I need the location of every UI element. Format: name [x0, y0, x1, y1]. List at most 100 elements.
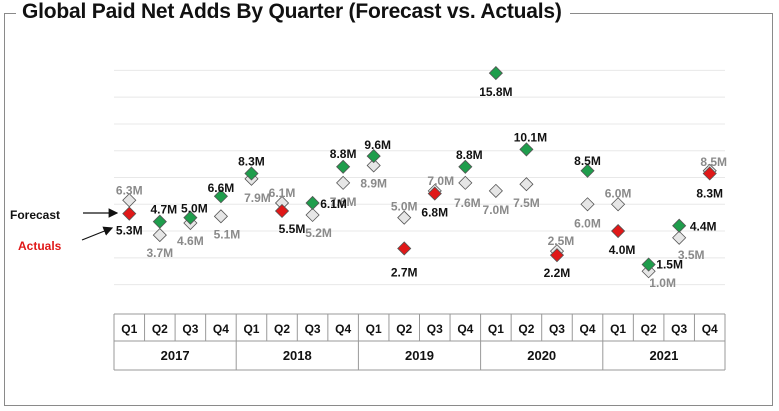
actual-data-label: 8.3M: [696, 186, 723, 200]
forecast-marker: [366, 158, 381, 173]
quarter-tick-label: Q2: [641, 322, 657, 336]
actual-marker: [336, 159, 351, 174]
forecast-data-label: 6.0M: [605, 186, 632, 200]
forecast-marker: [488, 183, 503, 198]
forecast-data-label: 8.5M: [700, 155, 727, 169]
actual-marker: [305, 195, 320, 211]
actual-data-label: 5.3M: [116, 224, 143, 238]
actual-data-label: 5.5M: [279, 222, 306, 236]
actual-data-label: 5.0M: [181, 202, 208, 216]
chart-title: Global Paid Net Adds By Quarter (Forecas…: [16, 0, 570, 24]
forecast-data-label: 7.9M: [244, 191, 271, 205]
quarter-tick-label: Q1: [610, 322, 626, 336]
actual-marker: [672, 218, 687, 233]
actual-data-label: 8.3M: [238, 154, 265, 168]
forecast-marker: [519, 177, 534, 192]
actual-data-label: 6.8M: [421, 206, 448, 220]
quarter-tick-label: Q3: [305, 322, 321, 336]
forecast-marker: [611, 197, 626, 212]
actual-data-label: 4.7M: [150, 203, 177, 217]
forecast-marker: [397, 210, 412, 225]
forecast-marker: [152, 228, 167, 243]
actual-data-label: 15.8M: [479, 85, 512, 99]
actual-marker: [152, 214, 167, 229]
forecast-data-label: 7.6M: [330, 195, 357, 209]
actual-data-label: 2.7M: [391, 265, 418, 279]
actual-marker: [702, 166, 717, 181]
actual-marker: [519, 142, 534, 157]
year-tick-label: 2020: [527, 348, 556, 363]
actual-data-label: 8.8M: [456, 148, 483, 162]
legend-actuals-label: Actuals: [18, 239, 62, 253]
forecast-data-label: 6.1M: [269, 186, 296, 200]
forecast-marker: [580, 197, 595, 212]
forecast-data-label: 7.6M: [454, 196, 481, 210]
actual-data-label: 4.4M: [690, 220, 717, 234]
actual-data-label: 10.1M: [514, 130, 547, 144]
quarter-tick-label: Q1: [366, 322, 382, 336]
quarter-tick-label: Q1: [243, 322, 259, 336]
forecast-data-label: 6.3M: [116, 183, 143, 197]
forecast-data-label: 8.9M: [360, 176, 387, 190]
actual-data-label: 6.6M: [208, 181, 235, 195]
actual-marker: [274, 203, 290, 219]
quarter-tick-label: Q2: [396, 322, 412, 336]
quarter-tick-label: Q1: [121, 322, 137, 336]
actual-data-label: 8.5M: [574, 154, 601, 168]
legend-actuals-arrow: [81, 226, 114, 241]
actual-marker: [427, 186, 442, 201]
forecast-data-label: 7.0M: [427, 174, 454, 188]
forecast-data-label: 6.0M: [574, 216, 601, 230]
quarter-tick-label: Q2: [518, 322, 534, 336]
quarter-tick-label: Q4: [580, 322, 596, 336]
quarter-tick-label: Q3: [549, 322, 565, 336]
actual-data-label: 2.2M: [544, 266, 571, 280]
year-tick-label: 2018: [283, 348, 312, 363]
year-tick-label: 2019: [405, 348, 434, 363]
quarter-tick-label: Q4: [702, 322, 718, 336]
forecast-marker: [672, 230, 687, 245]
actual-data-label: 6.1M: [320, 197, 347, 211]
actual-data-label: 8.8M: [330, 147, 357, 161]
actual-marker: [549, 248, 565, 263]
forecast-marker: [305, 207, 320, 223]
actual-marker: [580, 163, 595, 178]
actual-data-label: 1.5M: [656, 258, 683, 272]
forecast-data-label: 5.0M: [391, 200, 418, 214]
year-tick-label: 2021: [649, 348, 678, 363]
forecast-marker: [213, 209, 228, 224]
quarter-tick-label: Q3: [671, 322, 687, 336]
legend-forecast-label: Forecast: [10, 208, 60, 222]
actual-marker: [611, 223, 626, 239]
actual-marker: [366, 149, 381, 164]
quarter-tick-label: Q1: [488, 322, 504, 336]
quarter-tick-label: Q4: [213, 322, 229, 336]
forecast-data-label: 7.0M: [483, 203, 510, 217]
actual-data-label: 4.0M: [609, 243, 636, 257]
quarter-tick-label: Q3: [182, 322, 198, 336]
forecast-marker: [336, 175, 351, 190]
forecast-data-label: 2.5M: [548, 234, 575, 248]
forecast-marker: [458, 175, 473, 190]
forecast-data-label: 5.1M: [214, 227, 241, 241]
forecast-data-label: 3.7M: [146, 246, 173, 260]
forecast-data-label: 5.2M: [305, 226, 332, 240]
actual-marker: [183, 210, 198, 225]
actual-marker: [244, 166, 259, 181]
quarter-tick-label: Q4: [457, 322, 473, 336]
actual-data-label: 9.6M: [364, 138, 391, 152]
quarter-tick-label: Q2: [274, 322, 290, 336]
quarter-tick-label: Q4: [335, 322, 351, 336]
actual-marker: [641, 257, 656, 272]
actual-marker: [213, 189, 228, 204]
forecast-data-label: 4.6M: [177, 234, 204, 248]
actual-marker: [122, 206, 137, 221]
forecast-data-label: 1.0M: [649, 276, 676, 290]
actual-marker: [488, 66, 503, 81]
year-tick-label: 2017: [161, 348, 190, 363]
forecast-data-label: 7.5M: [513, 196, 540, 210]
actual-marker: [458, 159, 473, 174]
quarter-tick-label: Q2: [152, 322, 168, 336]
quarter-tick-label: Q3: [427, 322, 443, 336]
